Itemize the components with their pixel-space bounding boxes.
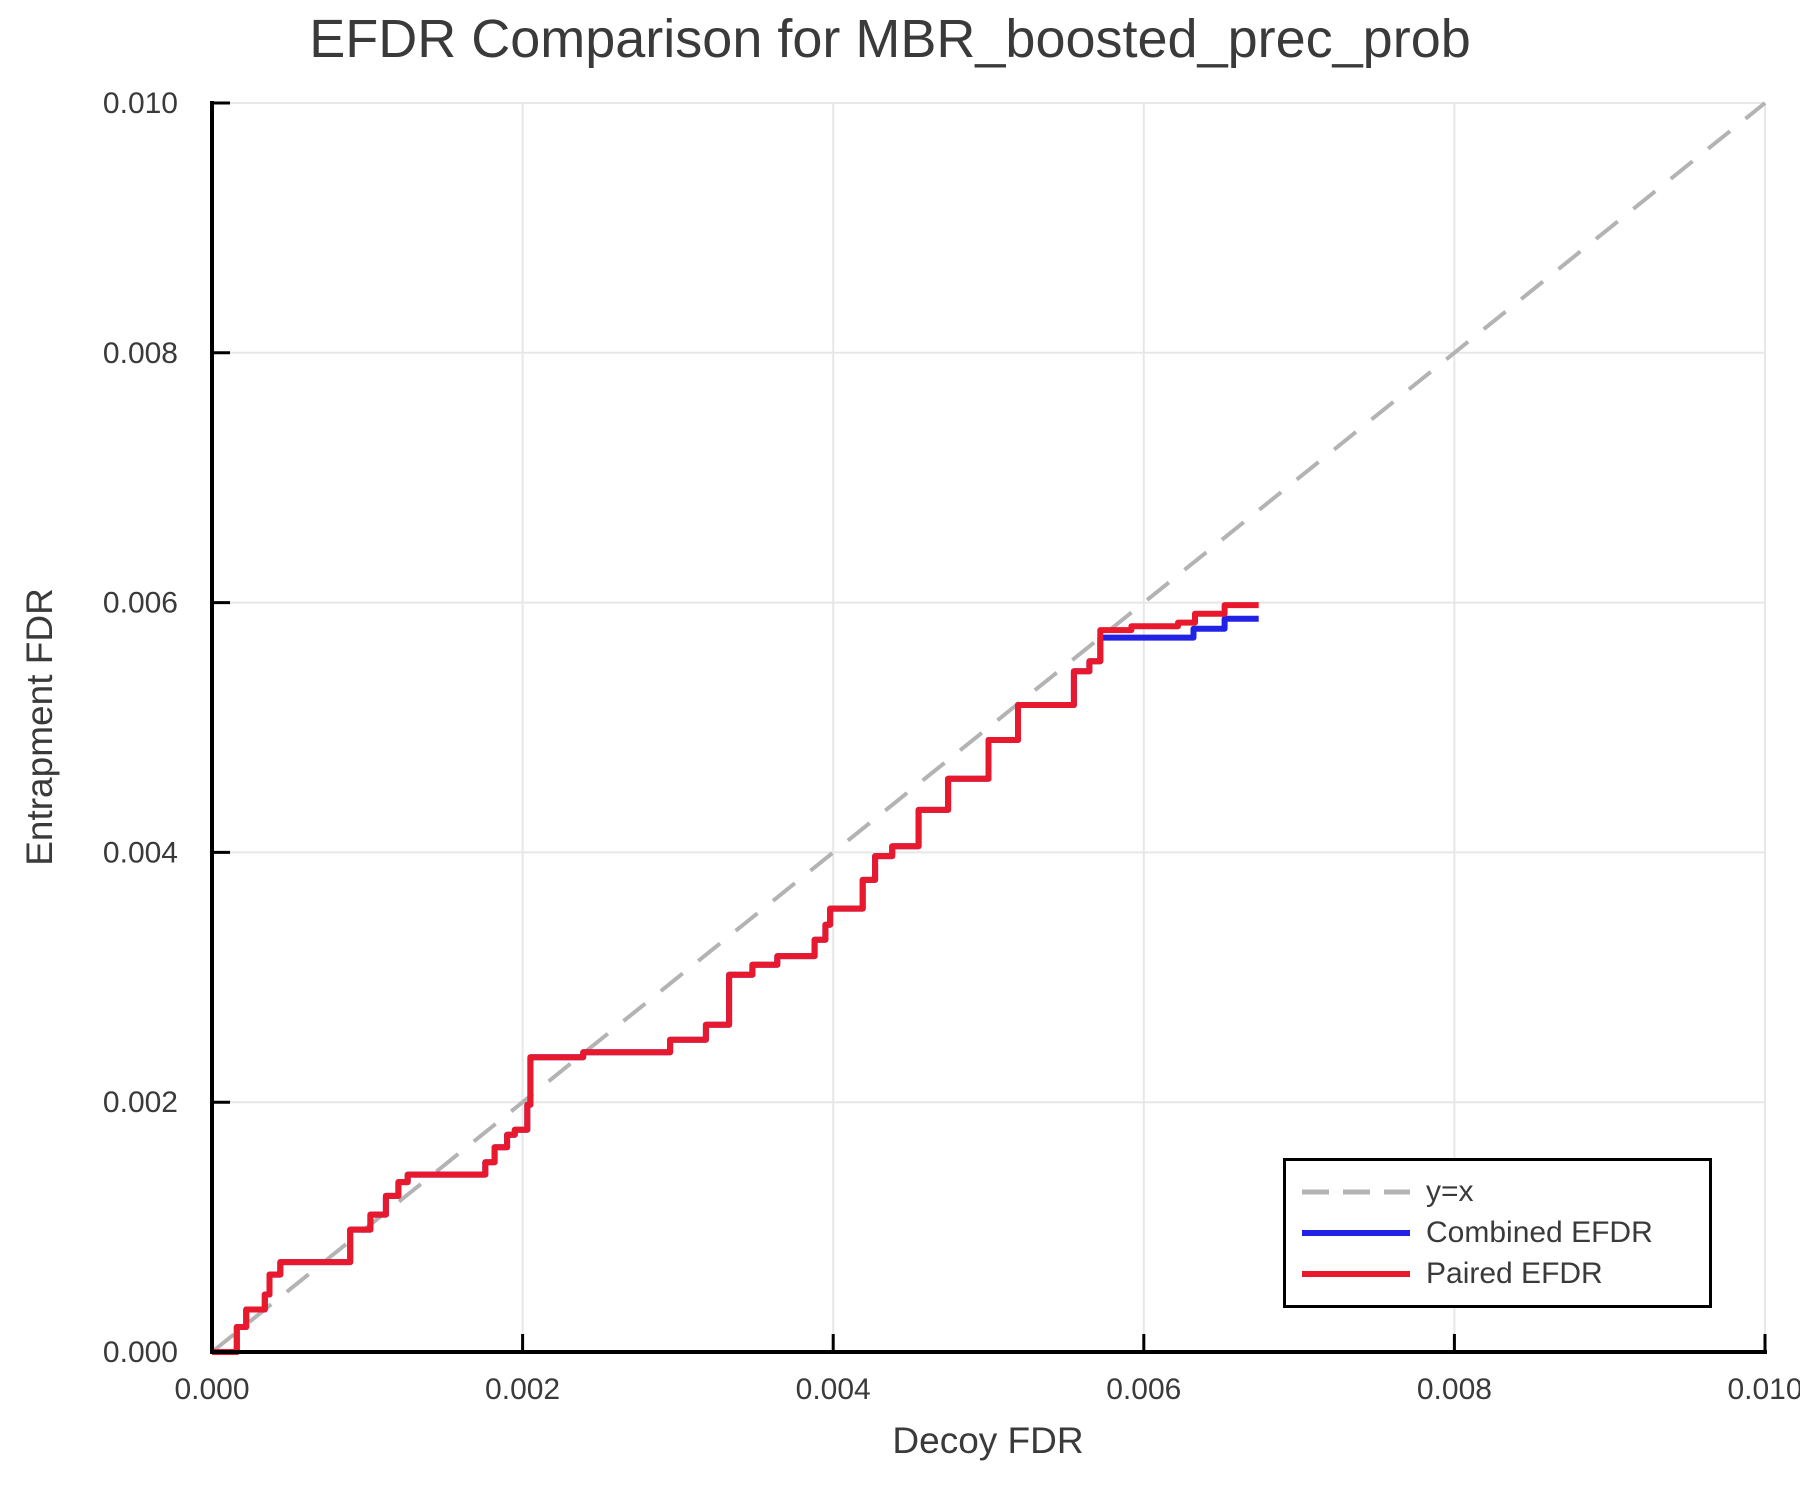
x-tick-label: 0.008 [1417,1373,1492,1406]
legend-label-combined: Combined EFDR [1426,1216,1653,1249]
x-tick-label: 0.002 [485,1373,560,1406]
combined-efdr-line [212,615,1259,1355]
page-title: EFDR Comparison for MBR_boosted_prec_pro… [309,9,1471,69]
dashed-line-sample-icon [1302,1189,1410,1195]
blue-line-sample-icon [1302,1230,1410,1236]
legend-label-identity: y=x [1426,1175,1474,1208]
tick-labels: 0.000 0.002 0.004 0.006 0.008 0.010 0.000 0.002… [103,87,1800,1406]
legend-label-paired: Paired EFDR [1426,1257,1603,1290]
y-tick-label: 0.000 [103,1336,178,1369]
x-axis-label: Decoy FDR [892,1420,1084,1461]
x-tick-label: 0.010 [1727,1373,1800,1406]
paired-efdr-line [212,602,1259,1355]
y-tick-label: 0.010 [103,87,178,120]
legend-row-combined: Combined EFDR [1302,1213,1709,1254]
x-tick-label: 0.004 [796,1373,871,1406]
y-tick-label: 0.006 [103,587,178,620]
x-tick-label: 0.000 [174,1373,249,1406]
y-tick-label: 0.004 [103,836,178,869]
y-tick-label: 0.002 [103,1086,178,1119]
legend-row-paired: Paired EFDR [1302,1254,1709,1295]
axes-spines-and-ticks [210,101,1767,1354]
legend-row-identity: y=x [1302,1172,1709,1213]
x-tick-label: 0.006 [1106,1373,1181,1406]
y-axis-label: Entrapment FDR [19,588,60,866]
y-tick-label: 0.008 [103,337,178,370]
legend: y=x Combined EFDR Paired EFDR [1283,1158,1712,1308]
red-line-sample-icon [1302,1271,1410,1277]
